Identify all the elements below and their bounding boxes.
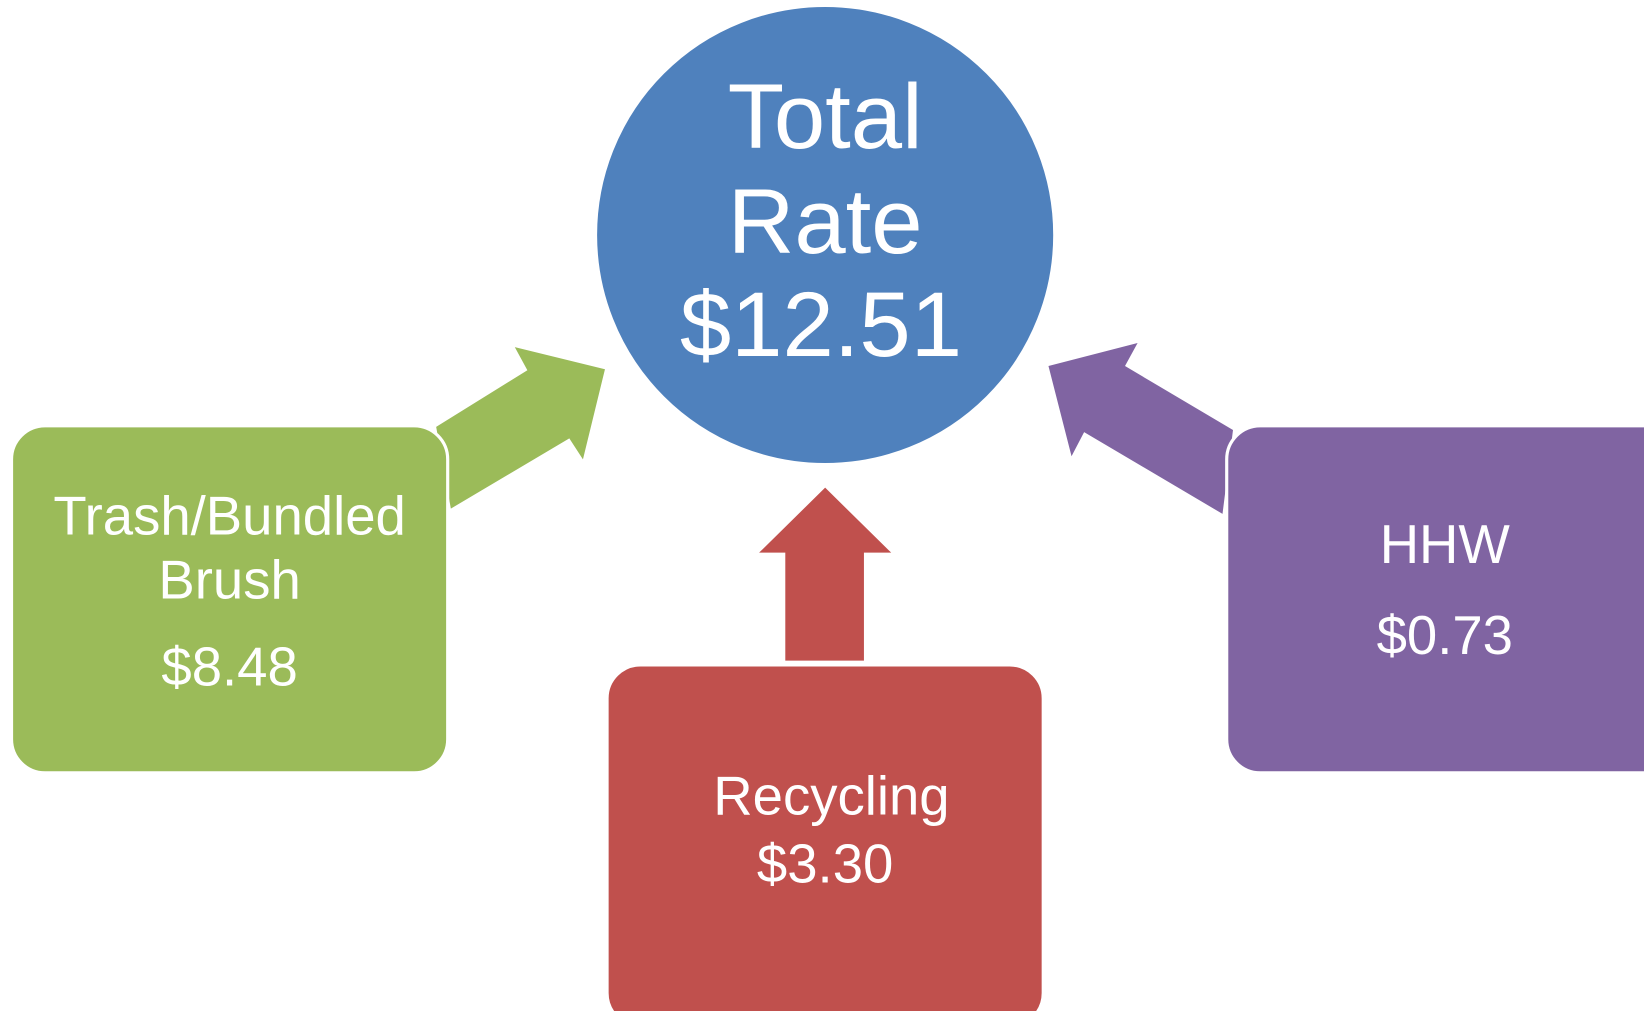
total-circle [593, 3, 1057, 467]
node-label: HHW [1380, 514, 1511, 575]
hhw-box [1225, 424, 1644, 775]
trash-box [9, 424, 450, 775]
center-label: Rate [728, 169, 923, 273]
node-label: Recycling [713, 766, 949, 827]
arrow-red [759, 487, 892, 661]
node-value: $3.30 [757, 834, 893, 895]
arrow-purple [1048, 342, 1233, 514]
arrow-green [436, 347, 605, 509]
node-label: Trash/Bundled [53, 486, 406, 547]
center-value: $12.51 [680, 272, 962, 376]
node-value: $8.48 [161, 637, 297, 698]
recycling-box [605, 663, 1045, 1011]
node-label: Brush [158, 550, 300, 611]
center-label: Total [728, 64, 923, 168]
node-value: $0.73 [1377, 605, 1513, 666]
